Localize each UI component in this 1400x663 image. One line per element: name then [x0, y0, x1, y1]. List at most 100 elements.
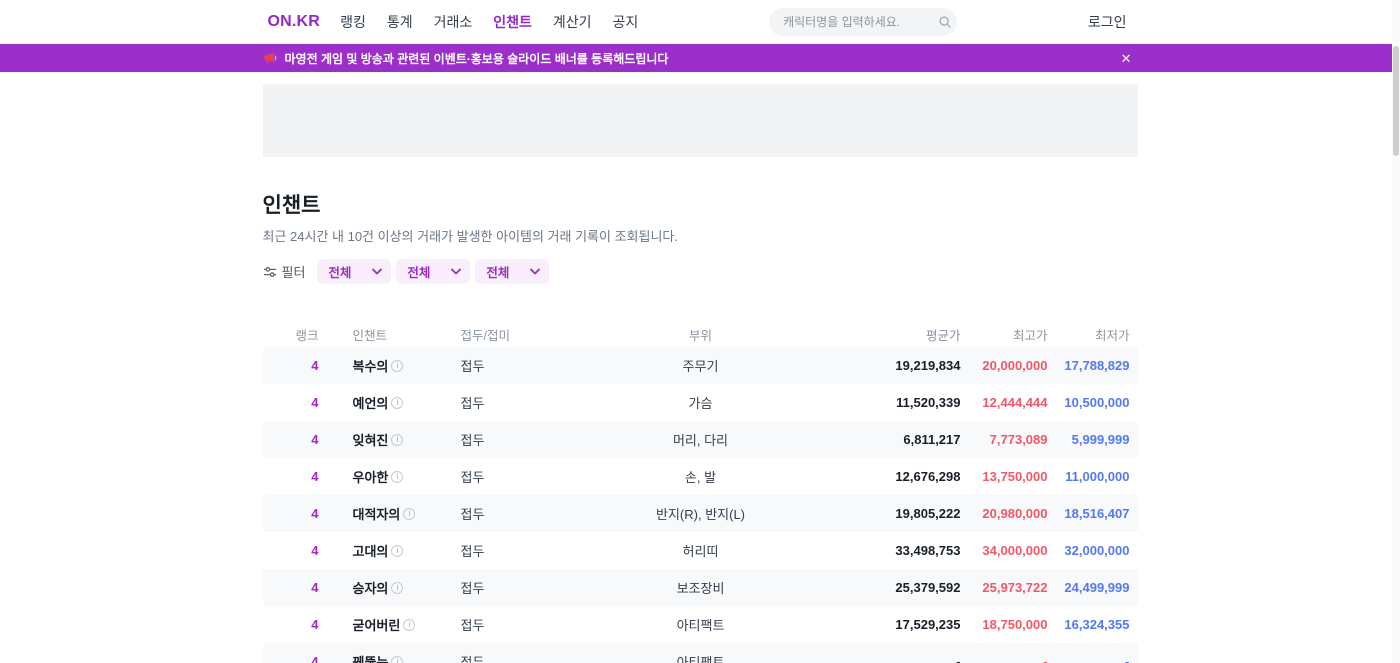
cell-max-price: 34,000,000: [982, 543, 1048, 558]
cell-min-price: 16,324,355: [1064, 617, 1130, 632]
cell-min-price: -: [1125, 654, 1130, 663]
table-body: 4 복수의 i 접두 주무기 19,219,834 20,000,000 17,…: [262, 347, 1138, 663]
cell-part: 아티팩트: [676, 655, 725, 663]
cell-min-price: 5,999,999: [1071, 432, 1130, 447]
cell-avg-price: 25,379,592: [895, 580, 961, 595]
filter-dropdown-1[interactable]: 전체: [317, 259, 392, 284]
table-header: 랭크 인챈트 접두/접미 부위 평균가 최고가 최저가: [263, 322, 1138, 347]
megaphone-icon: [263, 51, 277, 65]
search-input[interactable]: [783, 15, 939, 29]
cell-part: 아티팩트: [676, 618, 725, 633]
enchant-name: 복수의: [352, 359, 389, 374]
info-icon[interactable]: i: [391, 396, 404, 409]
cell-rank: 4: [311, 580, 319, 595]
filter-sliders-icon: [263, 265, 277, 279]
filter-dropdown-2[interactable]: 전체: [396, 259, 471, 284]
cell-prefix-suffix: 접두: [460, 655, 485, 663]
cell-avg-price: 33,498,753: [895, 543, 961, 558]
cell-part: 주무기: [682, 359, 719, 374]
col-header-enchant: 인챈트: [352, 329, 388, 343]
enchant-name: 우아한: [352, 470, 389, 485]
filter-label-group: 필터: [263, 262, 305, 281]
cell-rank: 4: [311, 432, 319, 447]
banner-text[interactable]: 마영전 게임 및 방송과 관련된 이벤트·홍보용 슬라이드 배너를 등록해드립니…: [284, 51, 669, 66]
enchant-name: 잊혀진: [352, 433, 389, 448]
search-icon[interactable]: [938, 15, 952, 29]
col-header-prefix-suffix: 접두/접미: [460, 329, 510, 343]
cell-avg-price: 17,529,235: [895, 617, 961, 632]
cell-max-price: 13,750,000: [982, 469, 1048, 484]
cell-rank: 4: [311, 469, 319, 484]
chevron-down-icon: [372, 268, 383, 275]
scrollbar-thumb[interactable]: [1393, 46, 1399, 156]
cell-prefix-suffix: 접두: [460, 359, 485, 374]
cell-prefix-suffix: 접두: [460, 544, 485, 559]
filter-dropdown-3-value: 전체: [486, 266, 510, 280]
page-scrollbar[interactable]: [1392, 0, 1400, 663]
table-row[interactable]: 4 고대의 i 접두 허리띠 33,498,753 34,000,000 32,…: [263, 532, 1138, 569]
nav-menu: 랭킹 통계 거래소 인챈트 계산기 공지: [340, 12, 638, 32]
cell-max-price: 12,444,444: [982, 395, 1048, 410]
cell-enchant: 잊혀진 i: [319, 430, 461, 449]
cell-prefix-suffix: 접두: [460, 507, 485, 522]
enchant-name: 승자의: [352, 581, 389, 596]
col-header-max-price: 최고가: [1012, 329, 1048, 343]
cell-rank: 4: [311, 395, 319, 410]
table-row[interactable]: 4 우아한 i 접두 손, 발 12,676,298 13,750,000 11…: [263, 458, 1138, 495]
cell-enchant: 복수의 i: [319, 356, 461, 375]
info-icon[interactable]: i: [391, 433, 404, 446]
info-icon[interactable]: i: [391, 581, 404, 594]
cell-enchant: 대적자의 i: [319, 504, 461, 523]
cell-prefix-suffix: 접두: [460, 470, 485, 485]
table-row[interactable]: 4 예언의 i 접두 가슴 11,520,339 12,444,444 10,5…: [263, 384, 1138, 421]
nav-item-notice[interactable]: 공지: [612, 14, 639, 30]
cell-enchant: 우아한 i: [319, 467, 461, 486]
info-icon[interactable]: i: [403, 618, 416, 631]
col-header-part: 부위: [688, 329, 712, 343]
cell-avg-price: 12,676,298: [895, 469, 961, 484]
cell-prefix-suffix: 접두: [460, 618, 485, 633]
cell-max-price: 7,773,089: [989, 432, 1048, 447]
enchant-name: 꿰뚫는: [352, 655, 389, 663]
cell-rank: 4: [311, 617, 319, 632]
table-row[interactable]: 4 대적자의 i 접두 반지(R), 반지(L) 19,805,222 20,9…: [262, 495, 1138, 532]
login-button[interactable]: 로그인: [1087, 14, 1127, 30]
nav-item-market[interactable]: 거래소: [433, 14, 473, 30]
cell-rank: 4: [311, 654, 319, 663]
cell-max-price: 20,980,000: [982, 506, 1048, 521]
table-row[interactable]: 4 승자의 i 접두 보조장비 25,379,592 25,973,722 24…: [262, 569, 1138, 606]
filter-row: 필터 전체 전체 전체: [263, 259, 1138, 284]
col-header-rank: 랭크: [295, 329, 319, 343]
cell-max-price: -: [1043, 654, 1048, 663]
enchant-name: 대적자의: [352, 507, 401, 522]
close-icon[interactable]: ✕: [1120, 50, 1132, 66]
table-row[interactable]: 4 복수의 i 접두 주무기 19,219,834 20,000,000 17,…: [262, 347, 1138, 384]
cell-min-price: 18,516,407: [1064, 506, 1130, 521]
cell-min-price: 32,000,000: [1064, 543, 1130, 558]
cell-avg-price: 11,520,339: [896, 395, 961, 410]
nav-item-enchant[interactable]: 인챈트: [493, 14, 532, 30]
cell-prefix-suffix: 접두: [460, 433, 485, 448]
nav-item-ranking[interactable]: 랭킹: [340, 14, 366, 30]
nav-item-stats[interactable]: 통계: [386, 14, 413, 30]
chevron-down-icon: [530, 268, 541, 275]
cell-prefix-suffix: 접두: [460, 396, 485, 411]
nav-item-calculator[interactable]: 계산기: [552, 14, 592, 30]
cell-enchant: 고대의 i: [319, 541, 461, 560]
info-icon[interactable]: i: [403, 507, 416, 520]
filter-dropdown-3[interactable]: 전체: [475, 259, 550, 284]
character-search-box[interactable]: [769, 8, 958, 36]
cell-part: 허리띠: [682, 544, 719, 559]
info-icon[interactable]: i: [391, 655, 404, 663]
cell-part: 보조장비: [676, 581, 725, 596]
table-row[interactable]: 4 잊혀진 i 접두 머리, 다리 6,811,217 7,773,089 5,…: [262, 421, 1138, 458]
enchant-name: 예언의: [352, 396, 389, 411]
info-icon[interactable]: i: [391, 359, 404, 372]
cell-part: 손, 발: [684, 470, 717, 485]
table-row[interactable]: 4 굳어버린 i 접두 아티팩트 17,529,235 18,750,000 1…: [263, 606, 1138, 643]
page-title: 인챈트: [262, 194, 321, 217]
info-icon[interactable]: i: [391, 470, 404, 483]
info-icon[interactable]: i: [391, 544, 404, 557]
site-logo[interactable]: ON.KR: [267, 13, 321, 30]
table-row[interactable]: 4 꿰뚫는 i 접두 아티팩트 - - -: [262, 643, 1138, 663]
